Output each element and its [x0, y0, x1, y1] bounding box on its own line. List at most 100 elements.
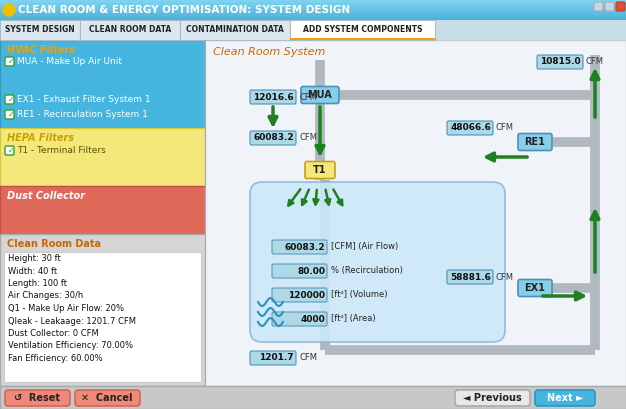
- Text: ✕  Cancel: ✕ Cancel: [81, 393, 133, 403]
- Text: CLEAN ROOM DATA: CLEAN ROOM DATA: [89, 25, 171, 34]
- Text: Dust Collector: 0 CFM: Dust Collector: 0 CFM: [8, 329, 99, 338]
- Bar: [0, 7, 626, 8]
- Text: [ft²] (Area): [ft²] (Area): [331, 315, 376, 324]
- Bar: [0, 15, 626, 16]
- Text: Next ►: Next ►: [546, 393, 583, 403]
- FancyBboxPatch shape: [272, 312, 327, 326]
- FancyBboxPatch shape: [250, 90, 296, 104]
- Text: CFM: CFM: [496, 124, 514, 133]
- Text: 48066.6: 48066.6: [450, 124, 491, 133]
- Text: T1: T1: [313, 165, 327, 175]
- Bar: [0, 18, 626, 19]
- Text: CONTAMINATION DATA: CONTAMINATION DATA: [186, 25, 284, 34]
- Text: Width: 40 ft: Width: 40 ft: [8, 267, 57, 276]
- Text: Q1 - Make Up Air Flow: 20%: Q1 - Make Up Air Flow: 20%: [8, 304, 124, 313]
- Bar: [290, 20, 435, 40]
- Bar: [0, 19, 626, 20]
- Text: [ft²] (Volume): [ft²] (Volume): [331, 290, 387, 299]
- Bar: [0, 1, 626, 2]
- Bar: [0, 386, 626, 409]
- Text: 60083.2: 60083.2: [284, 243, 325, 252]
- Circle shape: [3, 4, 15, 16]
- FancyBboxPatch shape: [272, 240, 327, 254]
- Bar: [0, 6, 626, 7]
- Text: ✓: ✓: [8, 110, 14, 119]
- FancyBboxPatch shape: [305, 162, 335, 178]
- FancyBboxPatch shape: [518, 279, 552, 297]
- Text: 10815.0: 10815.0: [540, 58, 581, 67]
- Bar: [0, 14, 626, 15]
- Bar: [0, 20, 80, 40]
- FancyBboxPatch shape: [250, 131, 296, 145]
- Text: ◄ Previous: ◄ Previous: [463, 393, 521, 403]
- FancyBboxPatch shape: [301, 86, 339, 103]
- Text: T1 - Terminal Filters: T1 - Terminal Filters: [17, 146, 106, 155]
- Bar: [0, 4, 626, 5]
- Bar: [0, 13, 626, 14]
- Text: ✓: ✓: [8, 146, 14, 155]
- FancyBboxPatch shape: [537, 55, 583, 69]
- FancyBboxPatch shape: [250, 182, 505, 342]
- Text: 80.00: 80.00: [297, 267, 325, 276]
- Bar: [180, 20, 290, 40]
- FancyBboxPatch shape: [605, 2, 614, 11]
- Bar: [0, 17, 626, 18]
- Bar: [0, 9, 626, 10]
- Text: Qleak - Leakaage: 1201.7 CFM: Qleak - Leakaage: 1201.7 CFM: [8, 317, 136, 326]
- Text: 1201.7: 1201.7: [259, 353, 294, 362]
- Bar: [0, 234, 205, 386]
- Bar: [0, 0, 626, 1]
- Text: ↺  Reset: ↺ Reset: [14, 393, 60, 403]
- Text: Clean Room Data: Clean Room Data: [7, 239, 101, 249]
- Text: Ventilation Efficiency: 70.00%: Ventilation Efficiency: 70.00%: [8, 342, 133, 351]
- Text: Air Changes: 30/h: Air Changes: 30/h: [8, 292, 83, 301]
- Bar: [0, 8, 626, 9]
- FancyBboxPatch shape: [447, 270, 493, 284]
- Text: 12016.6: 12016.6: [254, 92, 294, 101]
- Text: Height: 30 ft: Height: 30 ft: [8, 254, 61, 263]
- Bar: [0, 3, 626, 4]
- Text: % (Recirculation): % (Recirculation): [331, 267, 403, 276]
- Bar: [205, 40, 626, 386]
- Text: 60083.2: 60083.2: [254, 133, 294, 142]
- Text: ✓: ✓: [8, 57, 14, 66]
- Text: CFM: CFM: [586, 58, 604, 67]
- Bar: [0, 11, 626, 12]
- Bar: [0, 20, 626, 40]
- FancyBboxPatch shape: [518, 133, 552, 151]
- FancyBboxPatch shape: [5, 57, 14, 66]
- Text: 4000: 4000: [300, 315, 325, 324]
- FancyBboxPatch shape: [5, 110, 14, 119]
- FancyBboxPatch shape: [272, 264, 327, 278]
- Text: Clean Room System: Clean Room System: [213, 47, 326, 57]
- FancyBboxPatch shape: [250, 351, 296, 365]
- Text: CFM: CFM: [299, 92, 317, 101]
- Text: RE1: RE1: [525, 137, 545, 147]
- Text: 58881.6: 58881.6: [450, 272, 491, 281]
- Text: MUA: MUA: [307, 90, 332, 100]
- Bar: [0, 186, 205, 234]
- Text: ✓: ✓: [8, 95, 14, 104]
- Text: CFM: CFM: [299, 353, 317, 362]
- Bar: [0, 128, 205, 186]
- Bar: [0, 10, 626, 11]
- Text: HVAC Filters: HVAC Filters: [7, 45, 75, 55]
- Text: CLEAN ROOM & ENERGY OPTIMISATION: SYSTEM DESIGN: CLEAN ROOM & ENERGY OPTIMISATION: SYSTEM…: [18, 5, 350, 15]
- Bar: [205, 40, 206, 386]
- FancyBboxPatch shape: [5, 390, 70, 406]
- FancyBboxPatch shape: [455, 390, 530, 406]
- Bar: [0, 40, 205, 128]
- Bar: [80, 20, 180, 40]
- FancyBboxPatch shape: [5, 95, 14, 104]
- Text: CFM: CFM: [299, 133, 317, 142]
- Text: RE1 - Recirculation System 1: RE1 - Recirculation System 1: [17, 110, 148, 119]
- FancyBboxPatch shape: [535, 390, 595, 406]
- Bar: [0, 12, 626, 13]
- Text: CFM: CFM: [496, 272, 514, 281]
- Text: MUA - Make Up Air Unit: MUA - Make Up Air Unit: [17, 57, 122, 66]
- Bar: [290, 38, 435, 40]
- FancyBboxPatch shape: [75, 390, 140, 406]
- FancyBboxPatch shape: [5, 146, 14, 155]
- Text: ADD SYSTEM COMPONENTS: ADD SYSTEM COMPONENTS: [303, 25, 423, 34]
- Text: SYSTEM DESIGN: SYSTEM DESIGN: [5, 25, 75, 34]
